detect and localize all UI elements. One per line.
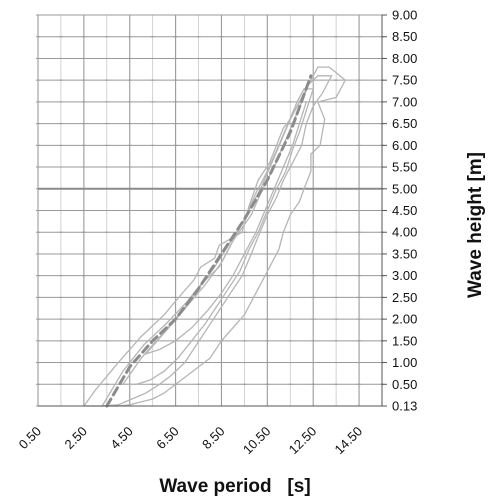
y-tick-label: 8.50	[392, 29, 417, 44]
y-tick-label: 6.00	[392, 138, 417, 153]
y-tick-label: 5.50	[392, 160, 417, 175]
y-tick-label: 7.50	[392, 73, 417, 88]
y-tick-label: 6.50	[392, 116, 417, 131]
y-tick-label: 7.00	[392, 94, 417, 109]
y-tick-labels: 9.00 8.50 8.00 7.50 7.00 6.50 6.00 5.50 5.00 4.50…	[392, 8, 417, 414]
grid	[36, 14, 384, 407]
y-tick-label: 2.50	[392, 290, 417, 305]
y-tick-label: 2.00	[392, 312, 417, 327]
x-axis-label: Wave period [s]	[159, 476, 310, 497]
y-tick-label: 3.00	[392, 268, 417, 283]
y-tick-label: 4.00	[392, 225, 417, 240]
y-tick-label: 1.00	[392, 355, 417, 370]
y-tick-label: 3.50	[392, 246, 417, 261]
y-tick-label: 9.00	[392, 8, 417, 23]
y-tick-label: 0.50	[392, 377, 417, 392]
y-axis-label: Wave height [m]	[465, 152, 486, 298]
y-tick-label: 8.00	[392, 51, 417, 66]
axes	[38, 14, 387, 407]
y-tick-label: 5.00	[392, 181, 417, 196]
contour-4	[143, 101, 308, 356]
mean-wave-height-series	[105, 74, 313, 408]
y-tick-label: 1.50	[392, 333, 417, 348]
y-tick-label: 0.13	[392, 399, 417, 414]
contour-1	[82, 66, 347, 407]
mean-series-line	[105, 74, 313, 408]
y-tick-label: 4.50	[392, 203, 417, 218]
